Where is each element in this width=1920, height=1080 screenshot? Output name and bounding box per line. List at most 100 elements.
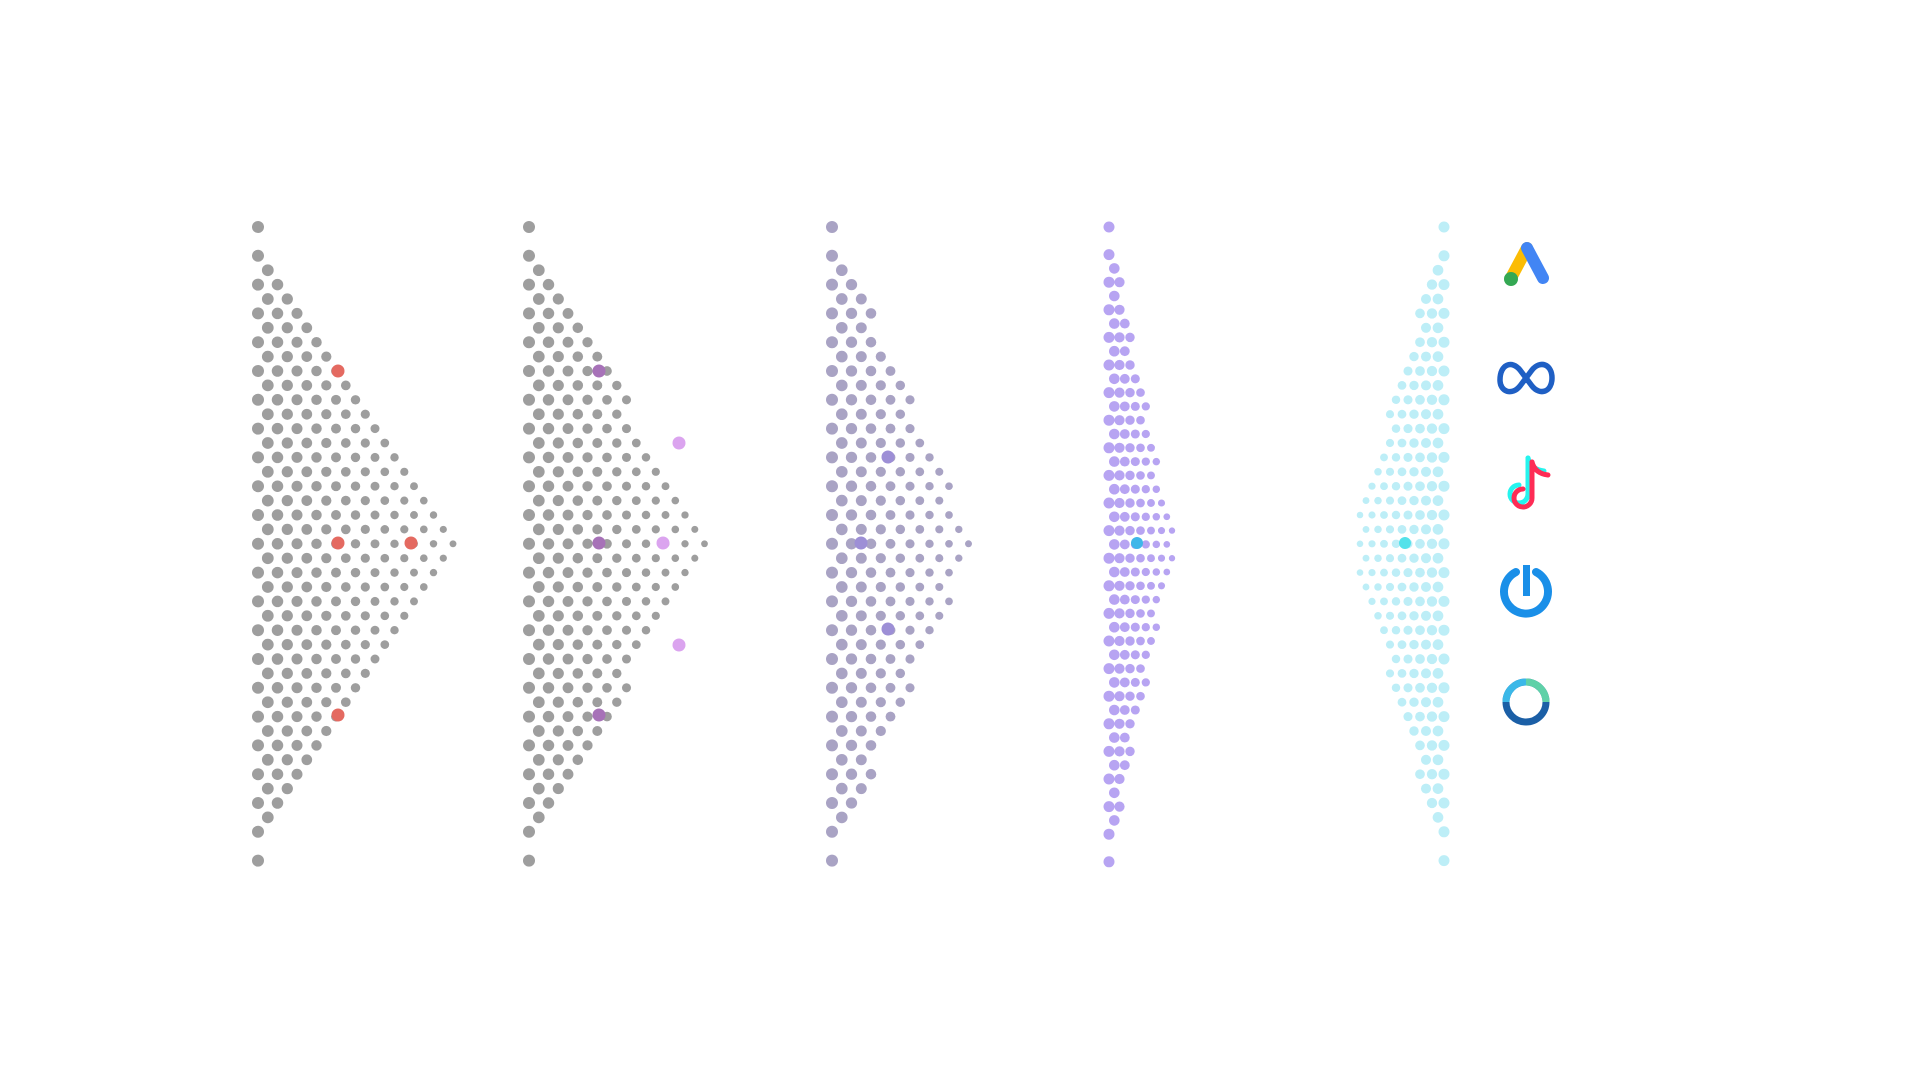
- funnel-dot: [311, 452, 322, 463]
- tiktok-icon[interactable]: [1496, 452, 1560, 516]
- funnel-dot: [261, 523, 274, 536]
- funnel-dot: [380, 553, 390, 563]
- funnel-dot: [380, 525, 390, 534]
- funnel-dot: [1403, 481, 1413, 491]
- funnel-dot: [582, 711, 593, 722]
- funnel-dot: [895, 639, 906, 650]
- highlight-dot: [331, 364, 345, 378]
- funnel-dot: [301, 437, 313, 449]
- funnel-dot: [1409, 582, 1419, 592]
- funnel-dot: [321, 495, 332, 506]
- funnel-dot: [1130, 401, 1140, 411]
- funnel-dot: [845, 451, 858, 464]
- funnel-dot: [429, 540, 438, 548]
- funnel-dot: [552, 639, 564, 651]
- funnel-dot: [390, 597, 399, 606]
- funnel-dot: [562, 739, 574, 751]
- funnel-dot: [311, 653, 322, 665]
- funnel-dot: [845, 624, 858, 636]
- funnel-dot: [1438, 394, 1450, 406]
- funnel-dot: [1420, 437, 1432, 449]
- funnel-dot: [1103, 414, 1115, 426]
- funnel-dot: [1103, 856, 1115, 868]
- meta-icon[interactable]: [1494, 342, 1558, 406]
- funnel-dot: [621, 568, 632, 578]
- funnel-dot: [905, 654, 915, 664]
- funnel-dot: [1130, 622, 1140, 632]
- power-icon[interactable]: [1494, 558, 1558, 622]
- funnel-dot: [875, 668, 886, 679]
- funnel-dot: [552, 696, 564, 708]
- funnel-dot: [621, 625, 632, 635]
- funnel-dot: [895, 467, 906, 477]
- funnel-dot: [845, 422, 858, 435]
- funnel-dot: [1415, 538, 1425, 549]
- funnel-dot: [905, 596, 915, 606]
- funnel-dot: [865, 740, 877, 751]
- funnel-dot: [1152, 540, 1161, 549]
- funnel-dot: [562, 682, 574, 694]
- funnel-dot: [582, 740, 593, 751]
- funnel-dot: [572, 696, 584, 708]
- funnel-dot: [1362, 525, 1370, 533]
- funnel-dot: [875, 639, 886, 650]
- funnel-dot: [826, 768, 838, 781]
- funnel-dot: [1403, 510, 1413, 520]
- funnel-dot: [542, 768, 555, 780]
- funnel-dot: [1432, 380, 1444, 391]
- funnel-dot: [1119, 649, 1130, 660]
- funnel-dot: [252, 278, 264, 291]
- funnel-dot: [1114, 332, 1125, 343]
- funnel-dot: [885, 366, 896, 376]
- funnel-dot: [350, 510, 361, 520]
- funnel-dot: [523, 221, 535, 233]
- ring-icon[interactable]: [1494, 670, 1558, 734]
- funnel-dot: [835, 379, 848, 392]
- funnel-dot: [592, 438, 603, 448]
- funnel-dot: [552, 322, 564, 334]
- funnel-dot: [671, 554, 680, 563]
- funnel-dot: [552, 523, 564, 535]
- funnel-dot: [1125, 581, 1135, 591]
- funnel-dot: [321, 466, 332, 477]
- highlight-dot: [592, 364, 606, 378]
- funnel-dot: [370, 625, 380, 635]
- funnel-dot: [1141, 540, 1150, 549]
- funnel-dot: [621, 539, 632, 549]
- funnel-dot: [1152, 623, 1161, 631]
- google-ads-icon[interactable]: [1498, 236, 1562, 300]
- funnel-dot: [895, 438, 906, 448]
- funnel-dot: [1136, 636, 1145, 646]
- funnel-dot: [1108, 428, 1120, 440]
- funnel-dot: [1415, 481, 1425, 492]
- funnel-dot: [1103, 552, 1115, 564]
- funnel-dot: [855, 437, 867, 449]
- funnel-dot: [1374, 468, 1382, 476]
- funnel-dot: [1415, 711, 1425, 722]
- funnel-dot: [1409, 524, 1419, 535]
- funnel-dot: [331, 510, 341, 520]
- funnel-dot: [321, 725, 332, 737]
- funnel-dot: [311, 624, 322, 636]
- funnel-dot: [252, 797, 264, 809]
- funnel-dot: [925, 539, 934, 549]
- funnel-dot: [360, 467, 370, 477]
- funnel-dot: [1125, 498, 1135, 508]
- funnel-dot: [252, 566, 264, 579]
- funnel-dot: [826, 797, 838, 809]
- funnel-dot: [532, 494, 545, 507]
- funnel-dot: [1147, 637, 1155, 645]
- funnel-dot: [935, 582, 944, 592]
- funnel-dot: [311, 567, 322, 578]
- funnel-dot: [390, 539, 399, 549]
- funnel-dot: [350, 452, 361, 463]
- funnel-dot: [612, 582, 622, 592]
- funnel-dot: [271, 739, 284, 752]
- funnel-dot: [301, 668, 313, 679]
- funnel-dot: [542, 394, 555, 406]
- funnel-dot: [1108, 483, 1120, 495]
- funnel-dot: [582, 365, 593, 377]
- funnel-dot: [410, 597, 418, 606]
- funnel-dot: [542, 422, 555, 435]
- funnel-dot: [582, 625, 593, 636]
